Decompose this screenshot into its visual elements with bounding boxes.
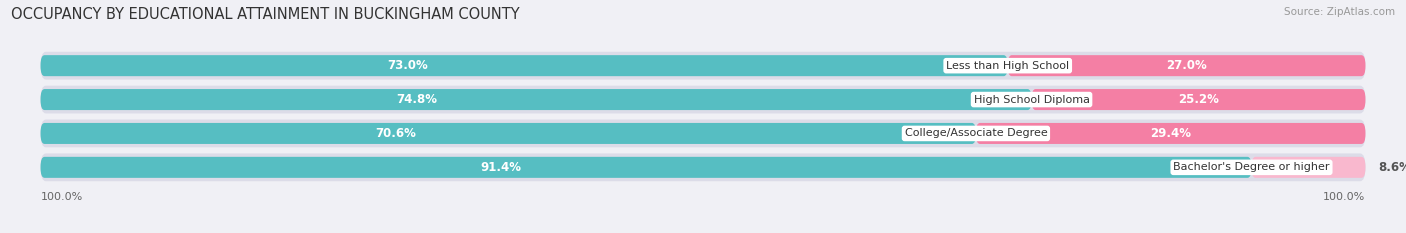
Text: 100.0%: 100.0%	[1323, 192, 1365, 202]
Text: 100.0%: 100.0%	[41, 192, 83, 202]
FancyBboxPatch shape	[1008, 55, 1365, 76]
FancyBboxPatch shape	[976, 123, 1365, 144]
Text: 29.4%: 29.4%	[1150, 127, 1191, 140]
Text: College/Associate Degree: College/Associate Degree	[904, 128, 1047, 138]
Text: Less than High School: Less than High School	[946, 61, 1070, 71]
FancyBboxPatch shape	[41, 120, 1365, 147]
Text: Bachelor's Degree or higher: Bachelor's Degree or higher	[1173, 162, 1330, 172]
FancyBboxPatch shape	[41, 89, 1032, 110]
FancyBboxPatch shape	[41, 52, 1365, 79]
FancyBboxPatch shape	[41, 123, 976, 144]
Text: Source: ZipAtlas.com: Source: ZipAtlas.com	[1284, 7, 1395, 17]
Text: OCCUPANCY BY EDUCATIONAL ATTAINMENT IN BUCKINGHAM COUNTY: OCCUPANCY BY EDUCATIONAL ATTAINMENT IN B…	[11, 7, 520, 22]
Text: 74.8%: 74.8%	[396, 93, 437, 106]
FancyBboxPatch shape	[41, 55, 1008, 76]
FancyBboxPatch shape	[41, 157, 1251, 178]
Text: 8.6%: 8.6%	[1379, 161, 1406, 174]
Text: 70.6%: 70.6%	[375, 127, 416, 140]
FancyBboxPatch shape	[41, 86, 1365, 113]
Text: 27.0%: 27.0%	[1166, 59, 1206, 72]
FancyBboxPatch shape	[1251, 157, 1365, 178]
Text: 91.4%: 91.4%	[481, 161, 522, 174]
Text: 73.0%: 73.0%	[388, 59, 429, 72]
FancyBboxPatch shape	[41, 154, 1365, 181]
Text: High School Diploma: High School Diploma	[973, 95, 1090, 105]
FancyBboxPatch shape	[1032, 89, 1365, 110]
Text: 25.2%: 25.2%	[1178, 93, 1219, 106]
